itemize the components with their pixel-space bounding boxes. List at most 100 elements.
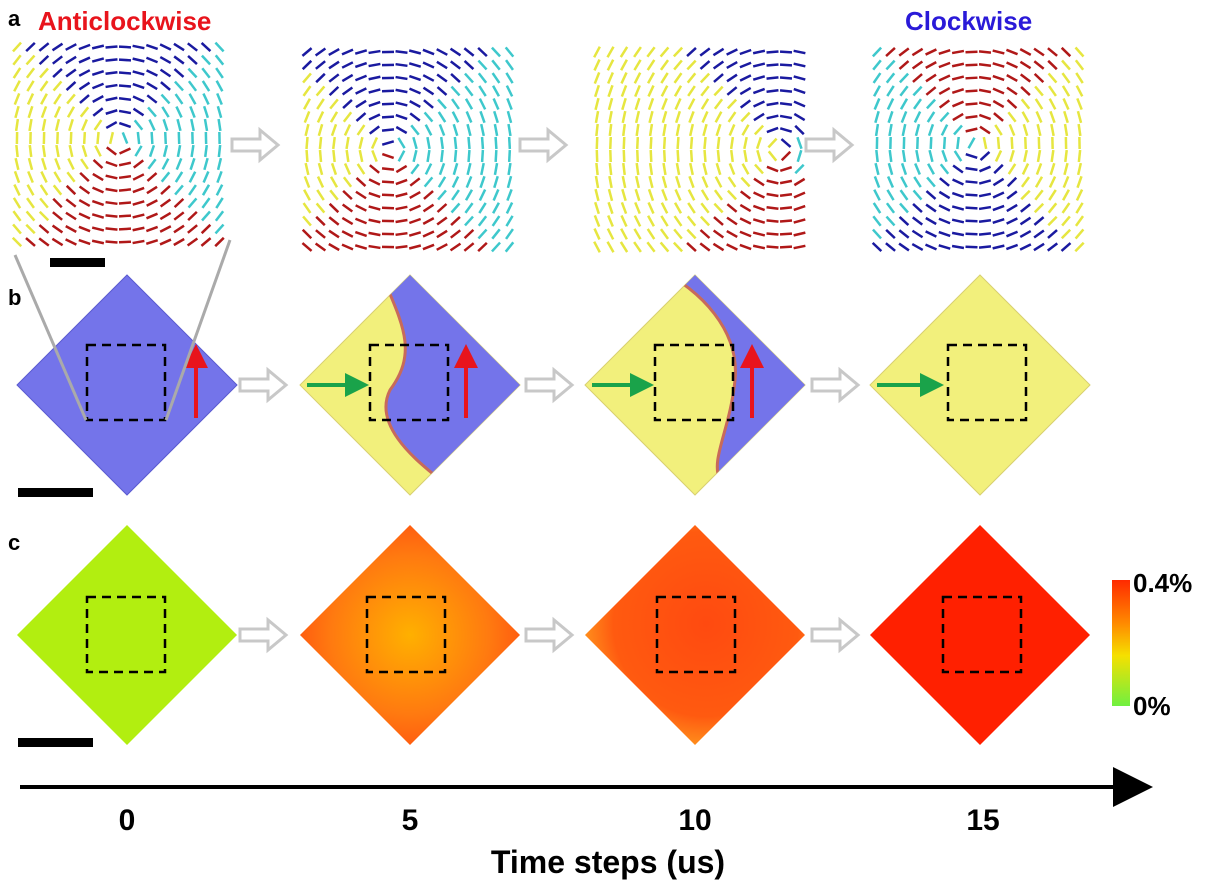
vector <box>1077 86 1083 97</box>
time-tick-label: 15 <box>966 804 999 837</box>
vector <box>753 89 764 93</box>
vector <box>316 244 326 251</box>
step-arrow <box>812 620 858 650</box>
vector <box>216 68 223 78</box>
vector <box>689 190 694 201</box>
vector <box>93 188 104 193</box>
vector <box>466 99 472 109</box>
vector <box>767 116 779 119</box>
vector <box>426 125 432 136</box>
vector <box>634 242 641 252</box>
vector <box>966 208 978 209</box>
vector <box>635 73 640 84</box>
vector <box>29 106 33 117</box>
vector <box>40 68 48 77</box>
vector <box>675 203 681 213</box>
vector <box>928 112 934 122</box>
vector <box>437 244 448 250</box>
vector <box>1048 243 1058 250</box>
vector <box>740 63 751 68</box>
vector <box>146 45 157 49</box>
vector <box>979 233 991 234</box>
vector <box>914 190 922 199</box>
vector <box>1012 137 1013 149</box>
vector <box>753 219 765 222</box>
vector <box>343 191 352 199</box>
vector <box>53 44 63 51</box>
scale-bar <box>50 258 105 267</box>
vector <box>147 95 156 102</box>
vector <box>635 216 640 227</box>
vector <box>14 185 19 196</box>
vector <box>465 61 474 69</box>
vector <box>939 219 950 223</box>
vector <box>886 217 894 226</box>
vector <box>913 217 923 224</box>
vector <box>66 44 77 50</box>
vector <box>345 125 350 136</box>
vector <box>757 137 761 148</box>
vector <box>727 62 737 68</box>
vector <box>623 124 625 136</box>
vector <box>202 225 211 233</box>
vector <box>67 186 76 194</box>
vector <box>119 176 131 178</box>
vector <box>939 50 950 54</box>
vector <box>715 99 722 109</box>
vector <box>674 48 682 57</box>
vector <box>1079 124 1081 136</box>
vector <box>493 73 500 83</box>
vector <box>79 240 90 244</box>
vector <box>508 176 511 188</box>
vector <box>1063 190 1069 201</box>
vector <box>106 122 116 128</box>
vector <box>1035 86 1043 95</box>
vector <box>146 58 157 62</box>
vector <box>495 163 497 175</box>
vector <box>106 85 118 87</box>
vector <box>718 137 719 149</box>
vector <box>664 150 665 162</box>
vector <box>369 102 380 106</box>
vector <box>307 150 308 162</box>
vector <box>481 176 485 187</box>
vector <box>465 217 473 226</box>
vector <box>1020 231 1030 237</box>
vector <box>886 61 894 70</box>
vector <box>1021 204 1030 212</box>
vector <box>106 242 118 243</box>
vector <box>957 137 958 149</box>
vector <box>794 114 804 120</box>
vector <box>621 242 627 252</box>
vector <box>92 241 104 244</box>
vector <box>939 192 949 198</box>
vector <box>382 154 393 158</box>
vector <box>492 60 500 69</box>
vector <box>175 185 183 194</box>
vector <box>439 112 445 122</box>
vector <box>92 201 103 205</box>
vector <box>1076 216 1083 226</box>
vector <box>465 86 472 96</box>
vector <box>741 100 751 107</box>
vector <box>993 179 1003 185</box>
vector <box>425 112 433 121</box>
vector <box>370 165 379 173</box>
vector <box>54 185 61 194</box>
vector <box>329 244 339 250</box>
vector <box>319 163 322 175</box>
vector <box>914 99 921 109</box>
vector <box>952 77 964 80</box>
vector <box>753 64 765 67</box>
vector <box>674 60 682 69</box>
vector <box>382 104 394 105</box>
vector <box>929 124 933 135</box>
vector <box>414 150 417 162</box>
vector <box>1048 217 1056 226</box>
vector <box>966 221 978 222</box>
vector <box>993 246 1005 249</box>
vector <box>306 137 307 149</box>
vector <box>135 120 143 129</box>
vector <box>952 193 963 197</box>
vector <box>355 245 366 248</box>
